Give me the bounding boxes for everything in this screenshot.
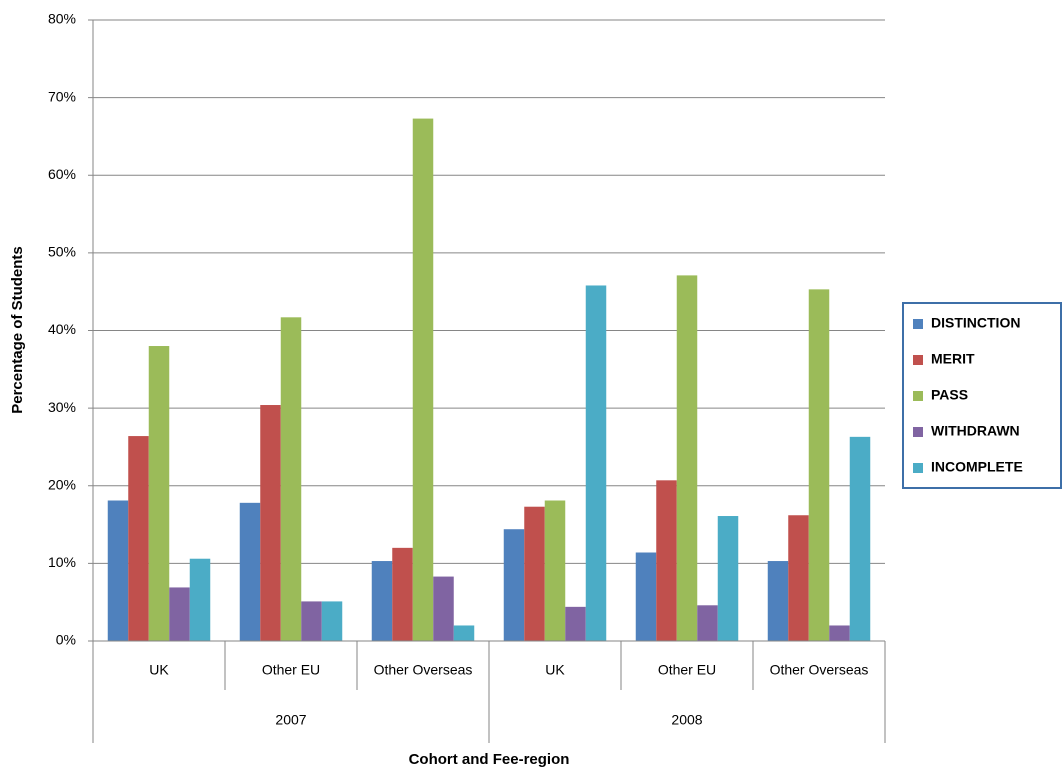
legend-label: PASS	[931, 387, 968, 403]
legend-swatch	[913, 355, 923, 365]
bar	[503, 529, 525, 641]
bar	[321, 601, 343, 641]
bar	[697, 605, 718, 641]
x-tick-label: Other EU	[262, 662, 320, 678]
bar	[544, 500, 566, 641]
bar	[169, 587, 190, 641]
group-label: 2008	[671, 712, 702, 728]
y-tick-label: 30%	[48, 399, 76, 415]
y-tick-label: 0%	[56, 632, 76, 648]
y-tick-label: 10%	[48, 554, 76, 570]
y-tick-label: 70%	[48, 88, 76, 104]
legend-box	[902, 302, 1062, 489]
bar	[676, 275, 698, 641]
bar	[260, 405, 281, 641]
x-axis-title: Cohort and Fee-region	[409, 751, 570, 768]
x-tick-label: Other Overseas	[770, 662, 869, 678]
legend-label: DISTINCTION	[931, 315, 1020, 331]
bar	[656, 480, 677, 641]
bar	[788, 515, 809, 641]
bar	[433, 576, 454, 641]
x-tick-label: Other EU	[658, 662, 716, 678]
group-label: 2007	[275, 712, 306, 728]
legend-label: WITHDRAWN	[931, 423, 1020, 439]
bar	[148, 346, 170, 641]
bar	[717, 516, 739, 641]
legend-swatch	[913, 463, 923, 473]
legend-swatch	[913, 391, 923, 401]
bar	[565, 606, 586, 641]
y-tick-label: 50%	[48, 244, 76, 260]
y-tick-label: 40%	[48, 321, 76, 337]
bar	[301, 601, 322, 641]
bar	[849, 436, 871, 641]
bar	[412, 118, 434, 642]
bar	[635, 552, 657, 641]
bar	[128, 436, 149, 641]
x-tick-label: UK	[149, 662, 169, 678]
bar	[767, 561, 789, 641]
bar	[585, 285, 607, 641]
legend-swatch	[913, 319, 923, 329]
bar	[371, 561, 393, 641]
bar	[107, 500, 129, 641]
bar	[280, 317, 302, 641]
bar	[808, 289, 830, 641]
y-tick-label: 60%	[48, 166, 76, 182]
y-tick-label: 80%	[48, 11, 76, 27]
bar	[524, 506, 545, 641]
y-axis-title: Percentage of Students	[9, 246, 26, 414]
bar	[239, 502, 261, 641]
x-tick-label: UK	[545, 662, 565, 678]
x-tick-label: Other Overseas	[374, 662, 473, 678]
bar	[829, 625, 850, 641]
legend-swatch	[913, 427, 923, 437]
legend-label: MERIT	[931, 351, 975, 367]
y-tick-label: 20%	[48, 476, 76, 492]
legend-label: INCOMPLETE	[931, 459, 1023, 475]
bar	[392, 547, 413, 641]
bar	[189, 558, 211, 641]
bar	[453, 625, 475, 641]
